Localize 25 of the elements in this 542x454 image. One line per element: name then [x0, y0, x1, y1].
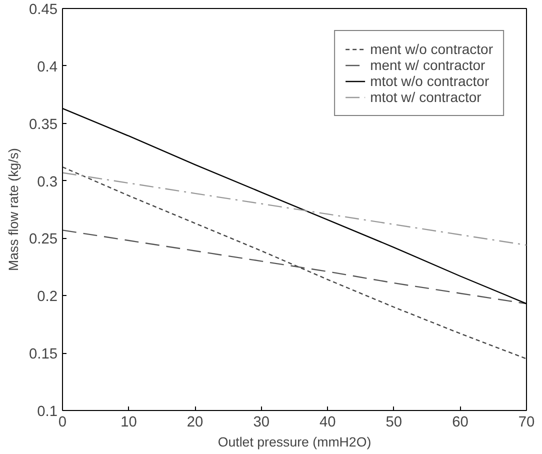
line-series: [62, 230, 526, 304]
y-tick-label: 0.3: [37, 174, 58, 190]
x-tick-label: 70: [518, 414, 535, 430]
x-tick-label: 10: [120, 414, 137, 430]
x-tick-label: 60: [452, 414, 468, 430]
y-axis-title: Mass flow rate (kg/s): [6, 148, 21, 271]
y-tick-label: 0.45: [28, 2, 58, 18]
x-tick-label: 40: [319, 414, 336, 430]
x-tick-label: 30: [253, 414, 270, 430]
legend-label: ment w/ contractor: [370, 57, 486, 73]
y-tick-label: 0.15: [28, 346, 58, 363]
x-axis-title: Outlet pressure (mmH2O): [218, 434, 372, 450]
y-tick-label: 0.2: [37, 289, 58, 306]
y-tick-label: 0.4: [37, 59, 58, 76]
x-tick-label: 20: [186, 414, 204, 430]
x-tick-label: 0: [58, 414, 67, 430]
y-tick-label: 0.35: [28, 116, 58, 133]
y-tick-label: 0.25: [28, 232, 58, 248]
line-series: [62, 166, 526, 360]
y-tick-label: 0.1: [37, 404, 58, 420]
legend-label: mtot w/o contractor: [370, 73, 490, 89]
legend-label: ment w/o contractor: [370, 41, 493, 57]
legend-label: mtot w/ contractor: [370, 89, 482, 105]
line-series: [62, 172, 526, 246]
x-tick-label: 50: [386, 414, 402, 430]
